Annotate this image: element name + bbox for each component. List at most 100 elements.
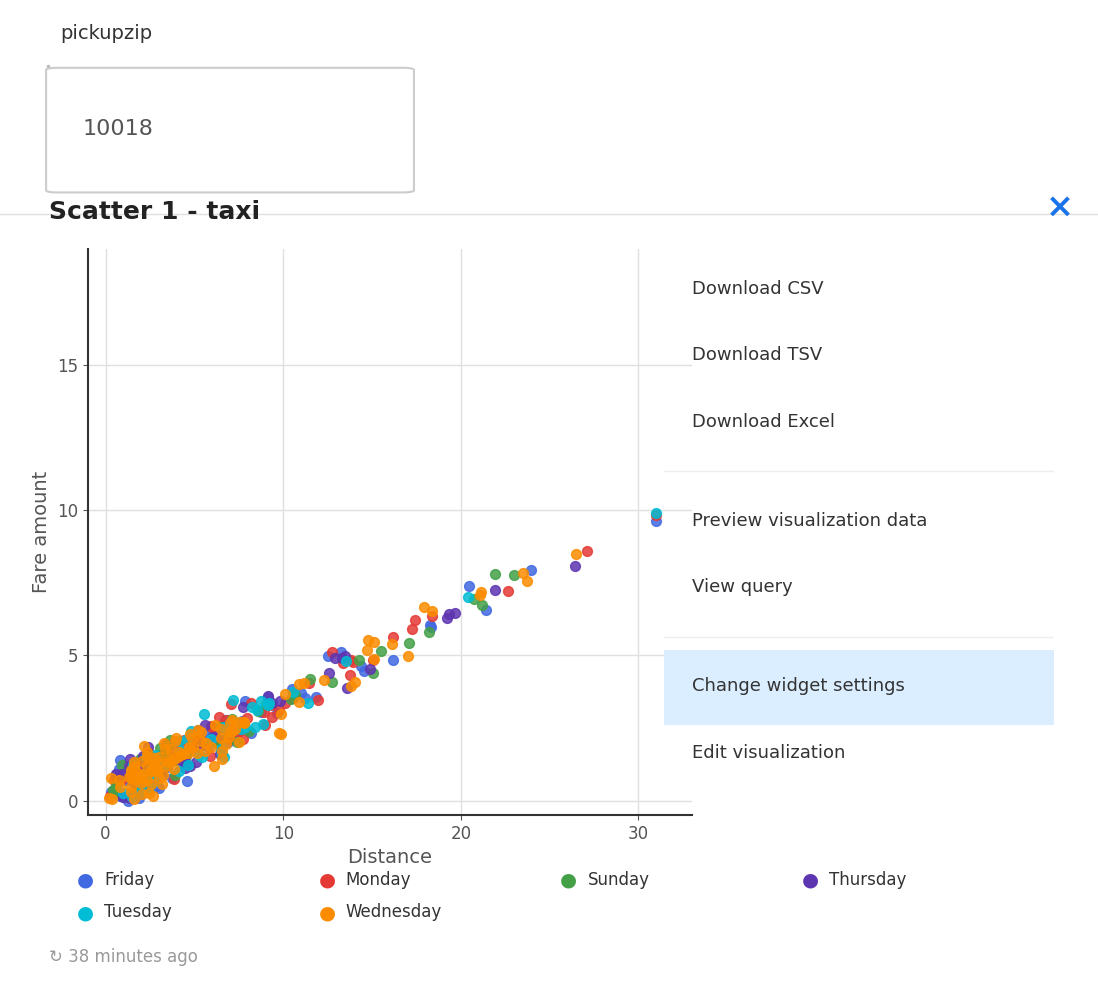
Point (471, 587, 489, 603)
Point (150, 748, 168, 764)
Point (116, 772, 134, 788)
Point (189, 723, 206, 739)
Text: Change widget settings: Change widget settings (692, 677, 905, 695)
Point (170, 763, 188, 779)
Point (134, 767, 152, 783)
Point (220, 729, 237, 745)
Point (142, 776, 159, 792)
Point (223, 711, 240, 727)
Point (170, 745, 188, 760)
Point (338, 680, 356, 696)
Point (114, 757, 132, 773)
Point (176, 754, 193, 770)
Point (124, 769, 142, 785)
Point (120, 758, 137, 774)
Point (177, 748, 194, 764)
Point (157, 751, 175, 767)
Point (172, 745, 190, 760)
Point (406, 612, 424, 628)
Point (212, 722, 229, 738)
Point (135, 739, 153, 754)
Point (352, 658, 370, 674)
Point (217, 736, 235, 751)
Point (134, 752, 152, 768)
Point (213, 751, 231, 767)
Point (154, 776, 171, 792)
Point (104, 782, 122, 798)
Point (202, 731, 220, 746)
Point (326, 650, 344, 666)
Point (126, 767, 144, 783)
Point (133, 785, 150, 801)
Point (234, 699, 251, 715)
Point (116, 768, 134, 784)
Point (153, 764, 170, 780)
Text: Monday: Monday (346, 871, 412, 889)
Point (167, 749, 184, 765)
Point (210, 709, 227, 725)
Point (112, 779, 130, 795)
Point (203, 719, 221, 735)
Point (422, 616, 439, 632)
Point (192, 724, 210, 740)
Point (180, 740, 198, 755)
Point (473, 596, 491, 612)
Point (500, 582, 517, 598)
Point (203, 729, 221, 745)
Point (114, 785, 132, 801)
Point (206, 731, 224, 746)
Point (296, 690, 314, 706)
Point (212, 730, 229, 746)
Point (141, 745, 158, 760)
Point (141, 785, 158, 801)
Point (114, 771, 132, 787)
Point (178, 746, 195, 761)
Point (365, 633, 382, 649)
Point (419, 623, 437, 639)
Point (138, 762, 156, 778)
Point (259, 698, 277, 714)
Point (268, 705, 285, 721)
Point (180, 757, 198, 773)
Point (143, 760, 160, 776)
Point (211, 737, 228, 752)
Point (125, 772, 143, 788)
Point (134, 766, 152, 782)
Point (105, 785, 123, 801)
Point (204, 729, 222, 745)
Point (350, 652, 368, 668)
Point (138, 772, 156, 788)
Point (212, 746, 229, 761)
Text: ↻ 38 minutes ago: ↻ 38 minutes ago (49, 948, 199, 966)
Point (122, 762, 139, 778)
Point (236, 693, 254, 709)
Point (400, 635, 417, 651)
Y-axis label: Fare amount: Fare amount (33, 471, 52, 592)
Point (110, 772, 127, 788)
Point (114, 789, 132, 805)
Point (156, 736, 173, 751)
Point (486, 566, 504, 581)
Point (125, 791, 143, 807)
Point (153, 765, 170, 781)
Point (259, 689, 277, 705)
Point (126, 766, 144, 782)
Point (320, 648, 337, 664)
Point (170, 748, 188, 764)
Point (124, 762, 142, 778)
Point (108, 766, 125, 782)
Point (157, 742, 175, 757)
Point (134, 779, 152, 795)
Point (226, 721, 244, 737)
Point (179, 745, 197, 760)
Point (114, 789, 132, 805)
Point (284, 691, 302, 707)
Point (222, 722, 239, 738)
Point (220, 735, 237, 750)
Point (209, 728, 226, 744)
Point (181, 758, 199, 774)
Point (142, 763, 159, 779)
Point (422, 619, 439, 635)
Text: View query: View query (692, 579, 793, 596)
Point (124, 773, 142, 789)
